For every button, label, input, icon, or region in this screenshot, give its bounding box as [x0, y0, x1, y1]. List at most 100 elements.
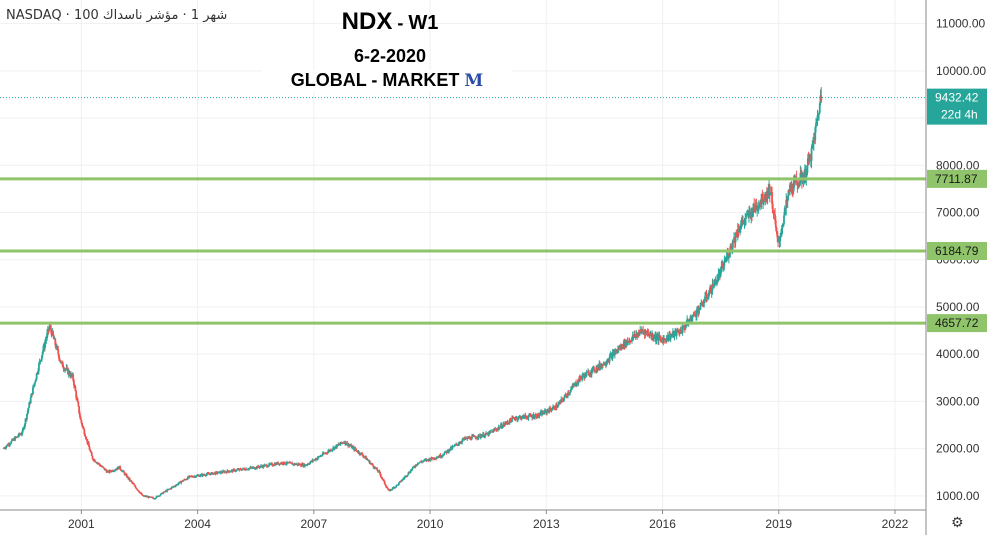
candle-body	[611, 352, 614, 359]
candle-body	[321, 452, 324, 456]
x-tick-label: 2007	[300, 517, 327, 531]
candle-body	[48, 326, 51, 331]
candle-body	[533, 417, 536, 419]
candle-body	[705, 293, 708, 299]
candle-body	[368, 460, 371, 464]
candle-body	[431, 457, 434, 459]
candle-body	[736, 235, 738, 237]
candle-body	[748, 211, 750, 218]
candles	[2, 87, 823, 500]
candle-body	[717, 273, 720, 281]
candle-body	[536, 417, 539, 419]
candle-body	[761, 194, 764, 204]
candle-body	[17, 436, 19, 438]
candle-body	[81, 425, 84, 428]
candle-body	[811, 143, 814, 148]
candle-body	[692, 314, 694, 317]
candle-body	[784, 208, 787, 210]
candle-body	[451, 446, 454, 449]
candle-body	[172, 486, 174, 488]
candle-body	[103, 467, 106, 470]
candle-body	[688, 320, 691, 322]
candle-body	[653, 338, 656, 340]
candle-body	[662, 338, 665, 343]
candle-body	[216, 471, 218, 474]
candle-body	[58, 359, 61, 361]
candle-body	[513, 417, 516, 419]
candle-body	[229, 471, 232, 473]
settings-gear-icon[interactable]: ⚙	[951, 515, 964, 531]
y-tick-label: 5000.00	[936, 300, 980, 314]
candle-body	[136, 488, 139, 490]
candle-body	[667, 338, 670, 340]
candle-body	[681, 326, 684, 333]
candle-body	[282, 463, 285, 465]
candle-body	[488, 431, 490, 436]
candle-body	[527, 416, 530, 419]
candle-body	[354, 448, 357, 450]
level-label-box	[927, 169, 987, 188]
candle-body	[529, 414, 532, 417]
candle-body	[817, 114, 820, 116]
candle-body	[160, 493, 162, 495]
candle-body	[226, 470, 229, 473]
candle-body	[771, 191, 773, 205]
candle-body	[708, 291, 711, 294]
candle-body	[590, 369, 593, 375]
candle-body	[703, 301, 706, 304]
last-price-box	[927, 88, 987, 125]
candle-body	[316, 457, 319, 460]
candle-body	[170, 487, 173, 489]
candle-body	[660, 339, 663, 341]
candle-body	[90, 451, 92, 453]
candle-body	[257, 465, 260, 467]
candle-body	[174, 486, 177, 488]
candle-body	[20, 433, 23, 435]
candle-body	[741, 220, 744, 224]
candle-body	[561, 398, 564, 400]
candle-body	[815, 122, 817, 128]
candle-body	[542, 411, 545, 414]
candle-body	[774, 214, 776, 221]
candle-body	[113, 470, 116, 472]
candle-body	[563, 397, 566, 401]
candle-body	[344, 441, 347, 445]
y-tick-label: 3000.00	[936, 394, 980, 408]
candle-body	[710, 286, 712, 294]
candle-body	[669, 335, 672, 340]
candle-body	[320, 455, 323, 457]
x-tick-label: 2004	[184, 517, 211, 531]
candle-body	[723, 261, 726, 266]
candle-body	[429, 459, 432, 461]
candle-body	[528, 414, 531, 417]
candle-body	[133, 484, 136, 486]
candle-body	[681, 332, 683, 334]
candle-body	[520, 416, 522, 420]
candle-body	[757, 205, 760, 209]
candle-body	[40, 359, 43, 361]
candle-body	[569, 389, 572, 392]
candle-body	[553, 406, 556, 410]
level-label-box	[927, 241, 987, 260]
candle-body	[720, 266, 723, 269]
candle-body	[695, 315, 697, 317]
candle-body	[657, 335, 660, 341]
candle-body	[777, 237, 779, 242]
candle-body	[134, 485, 136, 487]
candle-body	[283, 461, 286, 464]
candle-body	[336, 444, 338, 448]
candle-body	[89, 449, 92, 452]
candle-body	[684, 326, 687, 329]
chart-title: NDX - W1	[270, 8, 510, 36]
candle-body	[722, 265, 725, 269]
candle-body	[753, 203, 756, 209]
candle-body	[90, 452, 93, 457]
candle-body	[551, 409, 554, 411]
candle-body	[660, 337, 662, 340]
candle-body	[52, 335, 55, 340]
candle-body	[707, 293, 710, 298]
candle-body	[772, 212, 775, 215]
candle-body	[180, 481, 183, 484]
candle-body	[87, 442, 90, 447]
